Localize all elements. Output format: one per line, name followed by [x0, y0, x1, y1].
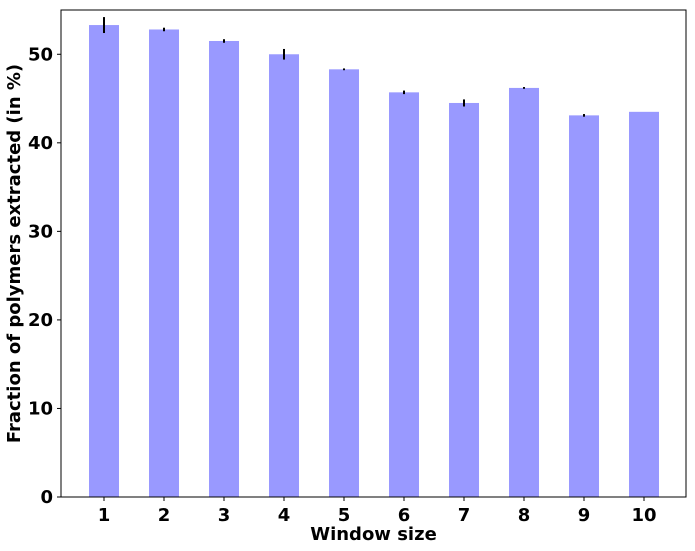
error-bars-group — [103, 17, 585, 117]
bar-2 — [149, 29, 179, 497]
plot-frame — [60, 9, 687, 498]
y-tick-label: 20 — [28, 310, 53, 331]
y-tick-label: 0 — [40, 487, 53, 508]
bar-4 — [269, 54, 299, 497]
y-tick-label: 10 — [28, 398, 53, 419]
x-tick-label: 4 — [278, 505, 291, 526]
bar-8 — [509, 87, 539, 498]
x-tick-label: 6 — [398, 505, 411, 526]
bar-1 — [89, 25, 119, 497]
x-tick-label: 2 — [158, 505, 171, 526]
y-tick-label: 40 — [28, 133, 53, 154]
x-axis-ticks: 1 2 3 4 5 6 7 8 9 10 — [98, 497, 657, 526]
bar-9 — [569, 115, 599, 498]
bar-5 — [329, 69, 359, 498]
x-tick-label: 7 — [458, 505, 471, 526]
x-tick-label: 9 — [578, 505, 591, 526]
x-tick-label: 5 — [338, 505, 351, 526]
y-tick-label: 50 — [28, 44, 53, 65]
bar-6 — [389, 92, 419, 497]
bars-group — [89, 25, 659, 498]
bar-10 — [629, 111, 659, 497]
x-axis-label: Window size — [310, 524, 437, 545]
y-axis-ticks: 0 10 20 30 40 50 — [28, 44, 61, 508]
x-tick-label: 1 — [98, 505, 111, 526]
bar-7 — [449, 102, 479, 498]
bar-3 — [209, 40, 239, 498]
x-tick-label: 10 — [631, 505, 656, 526]
y-axis-label: Fraction of polymers extracted (in %) — [4, 64, 25, 443]
y-tick-label: 30 — [28, 221, 53, 242]
x-tick-label: 3 — [218, 505, 231, 526]
x-tick-label: 8 — [518, 505, 531, 526]
